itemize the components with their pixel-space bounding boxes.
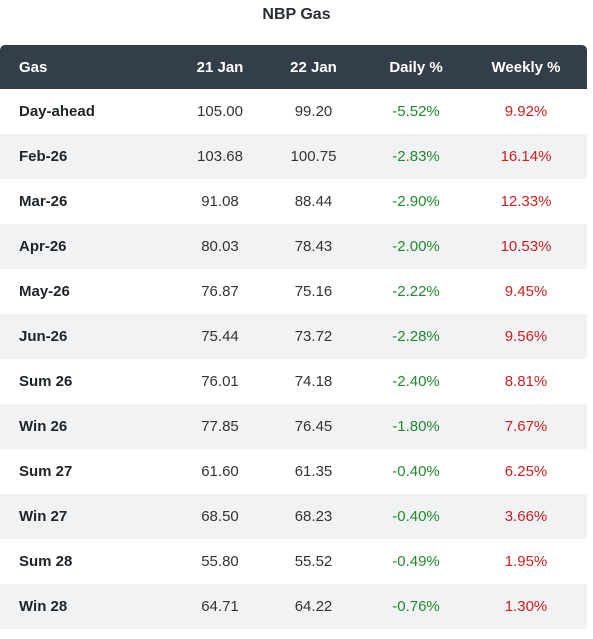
weekly-pct: 7.67% [504,418,548,435]
table-row: Sum 27 61.60 61.35 -0.40% 6.25% [0,449,587,494]
weekly-pct: 16.14% [500,148,552,165]
row-label: Day-ahead [19,103,95,120]
value-22-jan: 99.20 [294,103,333,120]
value-21-jan: 64.71 [201,598,239,615]
daily-pct: -0.40% [392,463,440,480]
row-label: Sum 28 [19,553,73,570]
row-label: Sum 27 [19,463,73,480]
daily-pct: -1.80% [392,418,440,435]
row-label: Sum 26 [19,373,73,390]
table-row: Mar-26 91.08 88.44 -2.90% 12.33% [0,179,587,224]
weekly-pct: 6.25% [504,463,548,480]
weekly-pct: 9.92% [504,103,548,120]
table-row: Jun-26 75.44 73.72 -2.28% 9.56% [0,314,587,359]
value-21-jan: 76.87 [201,283,239,300]
page-title: NBP Gas [262,6,331,23]
daily-pct: -0.40% [392,508,440,525]
weekly-pct: 9.45% [504,283,548,300]
value-21-jan: 103.68 [197,148,243,165]
table-row: Win 26 77.85 76.45 -1.80% 7.67% [0,404,587,449]
value-22-jan: 73.72 [294,328,333,345]
value-21-jan: 105.00 [197,103,243,120]
daily-pct: -0.76% [392,598,440,615]
weekly-pct: 1.95% [504,553,548,570]
value-21-jan: 77.85 [201,418,239,435]
daily-pct: -2.83% [392,148,440,165]
value-22-jan: 100.75 [290,148,337,165]
header-gas: Gas [19,58,48,76]
table-row: Sum 26 76.01 74.18 -2.40% 8.81% [0,359,587,404]
table-header: Gas 21 Jan 22 Jan Daily % Weekly % [0,45,587,89]
daily-pct: -2.40% [392,373,440,390]
value-22-jan: 74.18 [294,373,333,390]
value-22-jan: 61.35 [294,463,333,480]
daily-pct: -2.90% [392,193,440,210]
weekly-pct: 12.33% [500,193,552,210]
value-21-jan: 68.50 [201,508,239,525]
weekly-pct: 9.56% [504,328,548,345]
value-22-jan: 88.44 [294,193,333,210]
table-body: Day-ahead 105.00 99.20 -5.52% 9.92% Feb-26 103… [0,89,587,629]
weekly-pct: 10.53% [500,238,552,255]
table-row: Day-ahead 105.00 99.20 -5.52% 9.92% [0,89,587,134]
value-22-jan: 55.52 [294,553,333,570]
value-21-jan: 80.03 [201,238,239,255]
row-label: Win 27 [19,508,68,525]
value-21-jan: 91.08 [201,193,239,210]
daily-pct: -5.52% [392,103,440,120]
weekly-pct: 8.81% [504,373,548,390]
value-22-jan: 64.22 [294,598,333,615]
daily-pct: -2.22% [392,283,440,300]
daily-pct: -2.00% [392,238,440,255]
value-21-jan: 55.80 [201,553,239,570]
table-row: Apr-26 80.03 78.43 -2.00% 10.53% [0,224,587,269]
row-label: Mar-26 [19,193,68,210]
gas-price-table: Gas 21 Jan 22 Jan Daily % Weekly % Day-a… [0,45,587,629]
daily-pct: -2.28% [392,328,440,345]
weekly-pct: 3.66% [504,508,548,525]
row-label: Feb-26 [19,148,68,165]
row-label: Win 28 [19,598,68,615]
row-label: Win 26 [19,418,68,435]
value-21-jan: 75.44 [201,328,239,345]
row-label: May-26 [19,283,70,300]
header-22-jan: 22 Jan [290,58,337,76]
header-daily-pct: Daily % [389,58,443,76]
table-row: May-26 76.87 75.16 -2.22% 9.45% [0,269,587,314]
table-row: Win 28 64.71 64.22 -0.76% 1.30% [0,584,587,629]
daily-pct: -0.49% [392,553,440,570]
value-21-jan: 76.01 [201,373,239,390]
value-22-jan: 75.16 [294,283,333,300]
header-21-jan: 21 Jan [196,58,244,76]
value-21-jan: 61.60 [201,463,239,480]
weekly-pct: 1.30% [504,598,548,615]
value-22-jan: 68.23 [294,508,333,525]
table-row: Feb-26 103.68 100.75 -2.83% 16.14% [0,134,587,179]
row-label: Apr-26 [19,238,67,255]
row-label: Jun-26 [19,328,68,345]
table-row: Sum 28 55.80 55.52 -0.49% 1.95% [0,539,587,584]
value-22-jan: 78.43 [294,238,333,255]
table-row: Win 27 68.50 68.23 -0.40% 3.66% [0,494,587,539]
value-22-jan: 76.45 [294,418,333,435]
header-weekly-pct: Weekly % [491,58,561,76]
